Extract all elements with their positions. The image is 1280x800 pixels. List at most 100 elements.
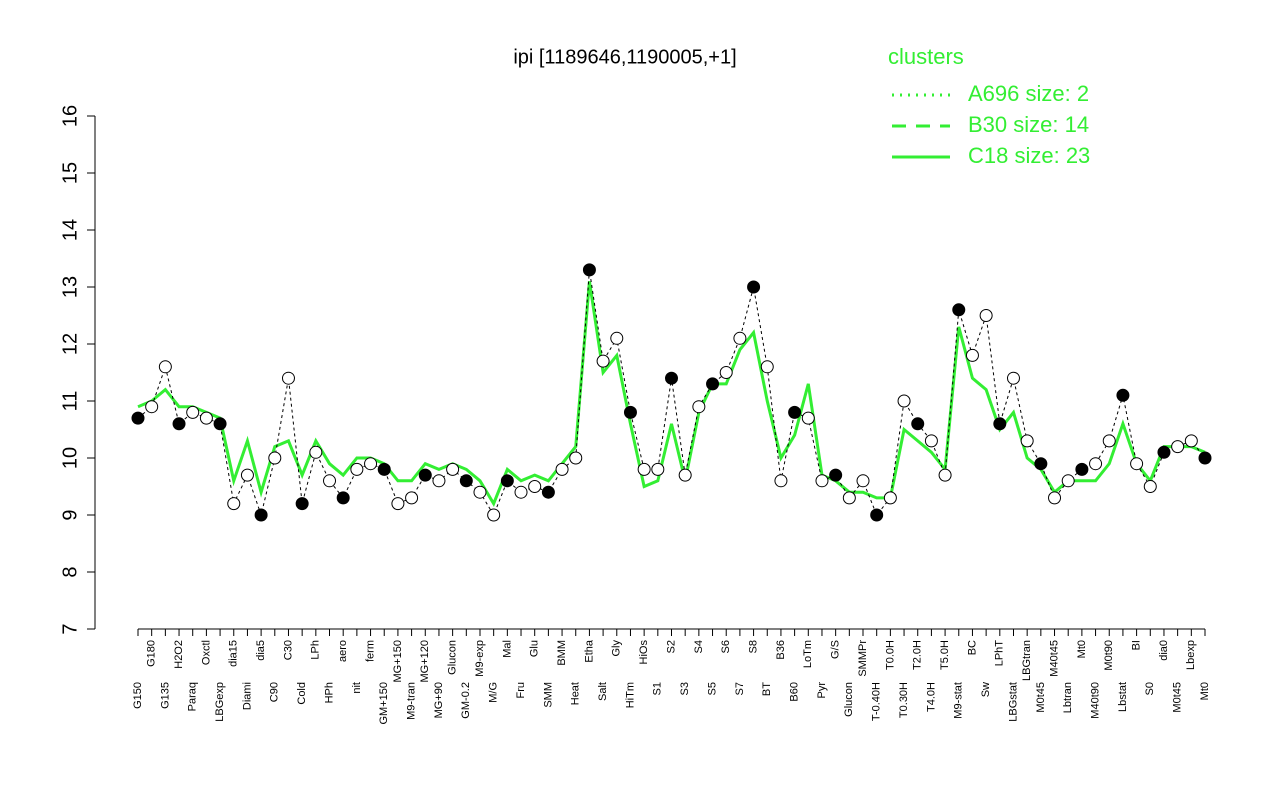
x-tick-label: Glucon: [447, 640, 459, 675]
x-tick-label: S3: [679, 682, 691, 695]
data-point: [541, 485, 555, 499]
x-tick-label: G150: [132, 682, 144, 709]
data-point: [965, 348, 979, 362]
data-point: [815, 474, 829, 488]
data-point: [131, 411, 145, 425]
data-point: [309, 445, 323, 459]
x-tick-label: M9-stat: [953, 682, 965, 719]
data-point: [500, 474, 514, 488]
data-point: [1143, 480, 1157, 493]
x-tick-label: Mt0: [1076, 640, 1088, 658]
chart-title: ipi [1189646,1190005,+1]: [513, 46, 736, 68]
data-point: [938, 468, 952, 482]
legend-label: C18 size: 23: [968, 143, 1090, 168]
y-tick-label: 9: [59, 509, 81, 520]
y-tick-label: 14: [59, 219, 81, 241]
x-tick-label: Lbstat: [1117, 682, 1129, 712]
x-tick-label: SMMPr: [857, 640, 869, 677]
x-tick-label: S6: [720, 640, 732, 653]
x-tick-label: MG+90: [433, 682, 445, 718]
data-point: [623, 405, 637, 419]
data-point: [1061, 474, 1075, 488]
y-tick-label: 13: [59, 276, 81, 298]
data-point: [213, 417, 227, 431]
data-point: [364, 457, 378, 471]
x-tick-label: nit: [351, 682, 363, 694]
y-tick-label: 7: [59, 623, 81, 634]
data-point: [1171, 440, 1185, 454]
x-tick-label: M0t45: [1035, 682, 1047, 713]
data-point: [336, 491, 350, 505]
x-tick-label: MG+120: [419, 640, 431, 683]
data-point: [145, 400, 159, 414]
data-point: [1089, 457, 1103, 471]
x-tick-label: S2: [665, 640, 677, 653]
x-tick-label: S1: [652, 682, 664, 695]
x-tick-label: dia15: [228, 640, 240, 667]
x-tick-label: LBGtran: [1021, 640, 1033, 681]
y-tick-label: 10: [59, 447, 81, 469]
x-tick-label: LPhT: [994, 640, 1006, 667]
x-tick-label: SMM: [542, 682, 554, 708]
x-tick-label: B60: [789, 682, 801, 702]
x-tick-label: Sw: [980, 682, 992, 697]
y-tick-label: 16: [59, 105, 81, 127]
x-tick-label: M0t45: [1172, 682, 1184, 713]
data-point: [199, 411, 213, 425]
x-tick-label: GM-0.2: [460, 682, 472, 719]
x-tick-label: G180: [146, 640, 158, 667]
x-tick-label: C30: [282, 640, 294, 660]
data-point: [760, 360, 774, 374]
x-tick-label: dia0: [1158, 640, 1170, 661]
data-point: [706, 377, 720, 391]
data-point: [459, 474, 473, 488]
x-tick-label: Diami: [241, 682, 253, 710]
x-tick-label: HiOs: [638, 640, 650, 665]
x-tick-label: Mt0: [1199, 682, 1211, 700]
x-tick-label: Glucon: [843, 682, 855, 717]
x-tick-label: T4.0H: [925, 682, 937, 712]
x-tick-label: M0t90: [1103, 640, 1115, 671]
x-tick-label: BT: [761, 682, 773, 696]
data-point: [1198, 451, 1212, 465]
x-tick-label: Cold: [296, 682, 308, 705]
data-point: [1075, 462, 1089, 476]
data-point: [733, 331, 747, 345]
data-point: [924, 434, 938, 448]
data-point: [979, 309, 993, 322]
x-tick-label: Salt: [597, 682, 609, 701]
x-tick-label: T0.30H: [898, 682, 910, 718]
data-point: [323, 474, 337, 488]
x-tick-label: LBGstat: [1007, 682, 1019, 722]
x-tick-label: T0.0H: [884, 640, 896, 670]
x-tick-label: S4: [693, 640, 705, 653]
x-tick-label: Glu: [529, 640, 541, 657]
data-point: [911, 417, 925, 431]
y-tick-label: 8: [59, 566, 81, 577]
data-point: [678, 468, 692, 482]
x-tick-label: S5: [706, 682, 718, 695]
data-point: [665, 371, 678, 385]
x-tick-label: G/S: [830, 640, 842, 659]
x-tick-label: HiTm: [624, 682, 636, 708]
data-point: [377, 462, 391, 476]
data-point: [391, 497, 405, 511]
data-point: [569, 451, 583, 465]
x-tick-label: BMM: [556, 640, 568, 666]
data-point: [870, 508, 884, 522]
x-tick-label: Mal: [501, 640, 513, 658]
data-point: [651, 462, 665, 476]
legend-label: B30 size: 14: [968, 112, 1089, 137]
x-tick-label: M40t90: [1089, 682, 1101, 719]
x-tick-label: BC: [966, 640, 978, 655]
data-point: [268, 451, 282, 465]
series-line: [137, 281, 1206, 507]
x-tick-label: ferm: [364, 640, 376, 662]
x-tick-label: Pyr: [816, 682, 828, 699]
data-point: [883, 491, 897, 505]
x-tick-label: dia5: [255, 640, 267, 661]
data-point: [582, 263, 596, 277]
data-point: [801, 411, 815, 425]
